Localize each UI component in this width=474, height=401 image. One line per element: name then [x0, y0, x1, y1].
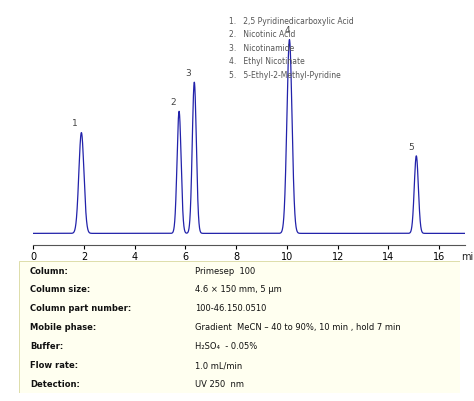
Text: Flow rate:: Flow rate:	[30, 361, 78, 370]
Text: 4: 4	[284, 26, 290, 35]
Text: Gradient  MeCN – 40 to 90%, 10 min , hold 7 min: Gradient MeCN – 40 to 90%, 10 min , hold…	[195, 323, 401, 332]
Text: Column:: Column:	[30, 267, 69, 275]
Text: UV 250  nm: UV 250 nm	[195, 380, 244, 389]
Text: Buffer:: Buffer:	[30, 342, 63, 351]
Text: 5: 5	[409, 143, 414, 152]
Text: 1: 1	[72, 119, 78, 128]
Text: Column part number:: Column part number:	[30, 304, 131, 313]
Text: 1.   2,5 Pyridinedicarboxylic Acid
2.   Nicotinic Acid
3.   Nicotinamide
4.   Et: 1. 2,5 Pyridinedicarboxylic Acid 2. Nico…	[229, 17, 354, 80]
Text: 100-46.150.0510: 100-46.150.0510	[195, 304, 267, 313]
Text: Detection:: Detection:	[30, 380, 80, 389]
Text: Column size:: Column size:	[30, 286, 90, 294]
Text: 4.6 × 150 mm, 5 μm: 4.6 × 150 mm, 5 μm	[195, 286, 282, 294]
Text: min: min	[461, 252, 474, 262]
Text: 3: 3	[185, 69, 191, 78]
FancyBboxPatch shape	[19, 261, 460, 393]
Text: Primesep  100: Primesep 100	[195, 267, 255, 275]
Text: Mobile phase:: Mobile phase:	[30, 323, 96, 332]
Text: H₂SO₄  - 0.05%: H₂SO₄ - 0.05%	[195, 342, 257, 351]
Text: 2: 2	[170, 98, 175, 107]
Text: 1.0 mL/min: 1.0 mL/min	[195, 361, 243, 370]
